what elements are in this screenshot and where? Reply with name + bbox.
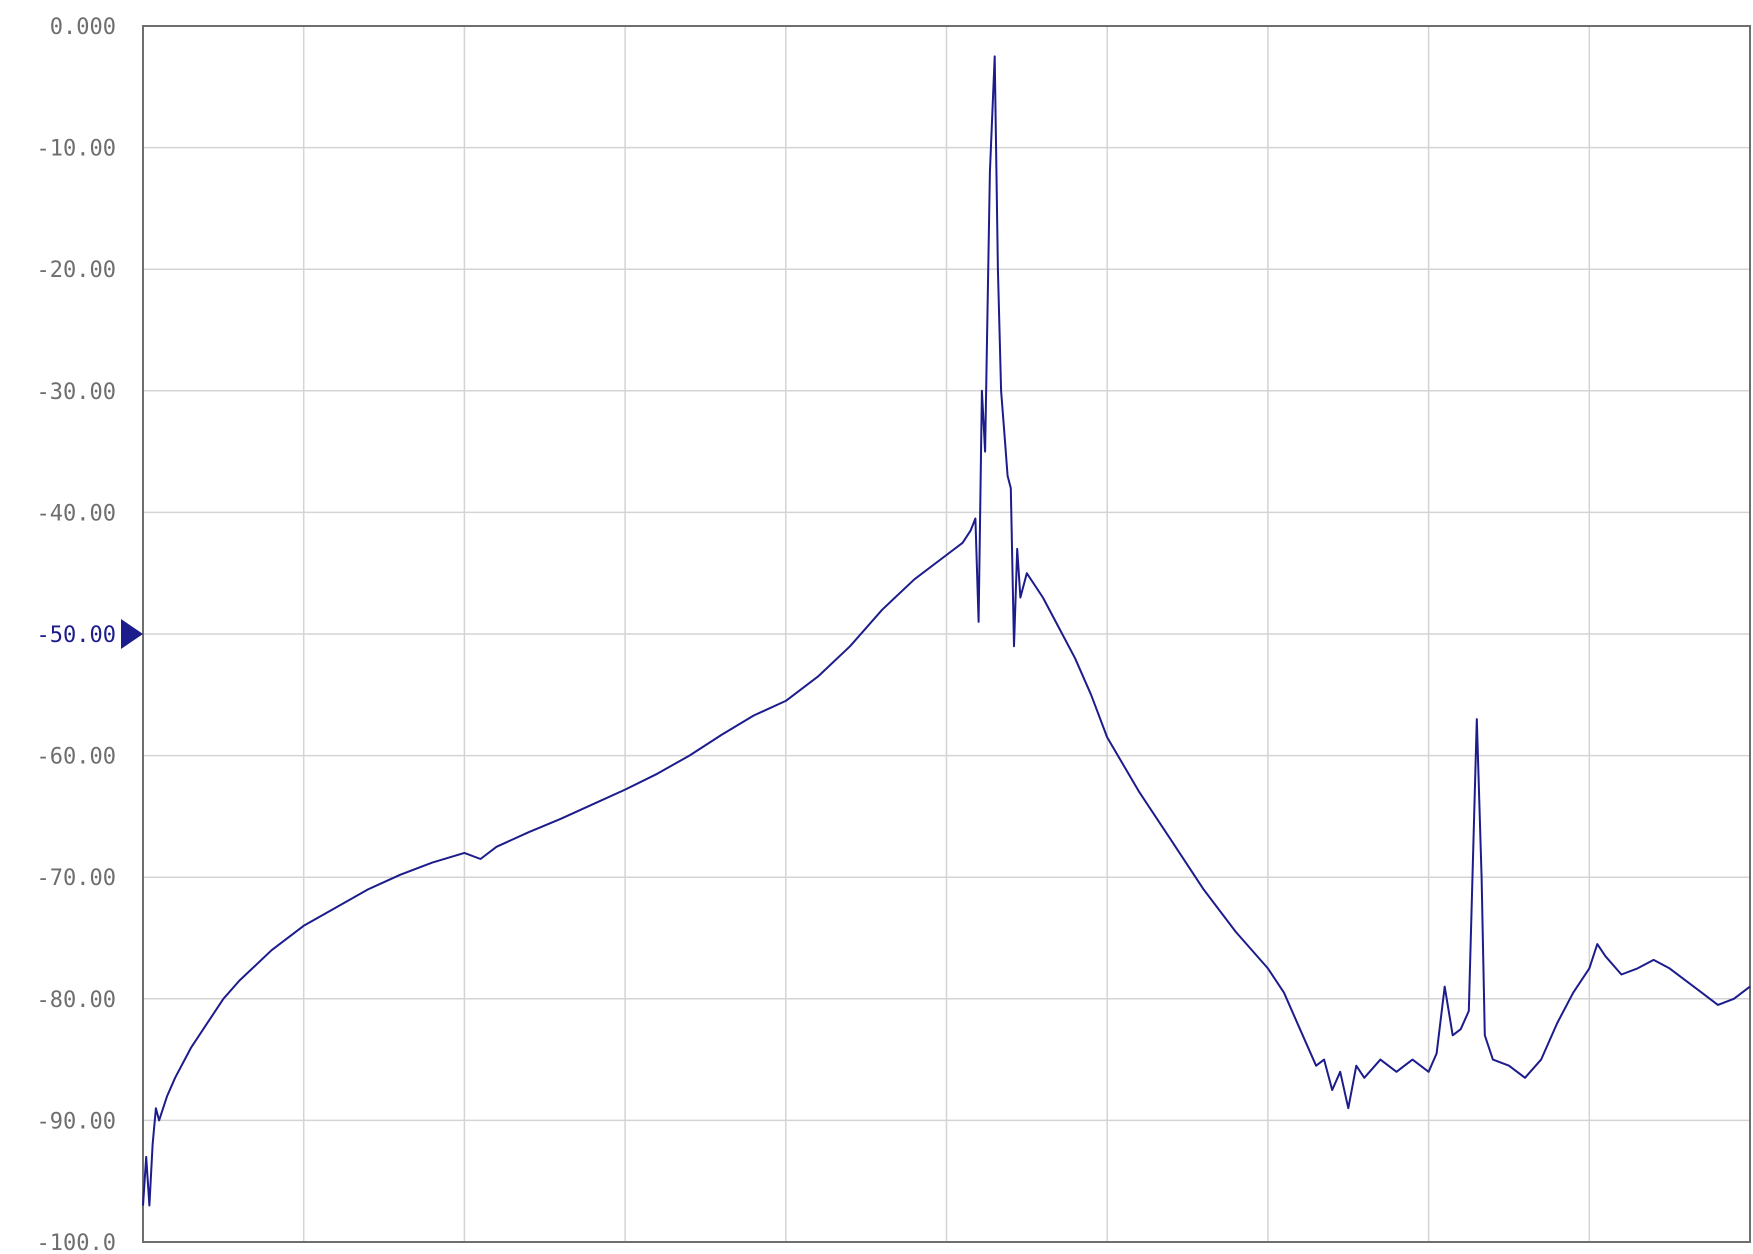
y-tick-label: -60.00 <box>37 745 116 770</box>
reference-level-label: -50.00 <box>37 623 116 648</box>
y-tick-label: -90.00 <box>37 1109 116 1134</box>
reference-level-marker <box>121 619 143 649</box>
y-axis-tick-labels: 0.000 -10.00 -20.00 -30.00 -40.00 -50.00 -60.0… <box>37 15 116 1254</box>
y-tick-label: -100.0 <box>37 1231 116 1254</box>
y-tick-label: -80.00 <box>37 988 116 1013</box>
plot-grid <box>143 26 1750 1242</box>
y-tick-label: -40.00 <box>37 501 116 526</box>
spectrum-trace <box>142 55 1751 1207</box>
y-tick-label: 0.000 <box>50 15 116 40</box>
y-tick-label: -70.00 <box>37 866 116 891</box>
y-tick-label: -10.00 <box>37 137 116 162</box>
y-tick-label: -20.00 <box>37 258 116 283</box>
y-tick-label: -30.00 <box>37 380 116 405</box>
